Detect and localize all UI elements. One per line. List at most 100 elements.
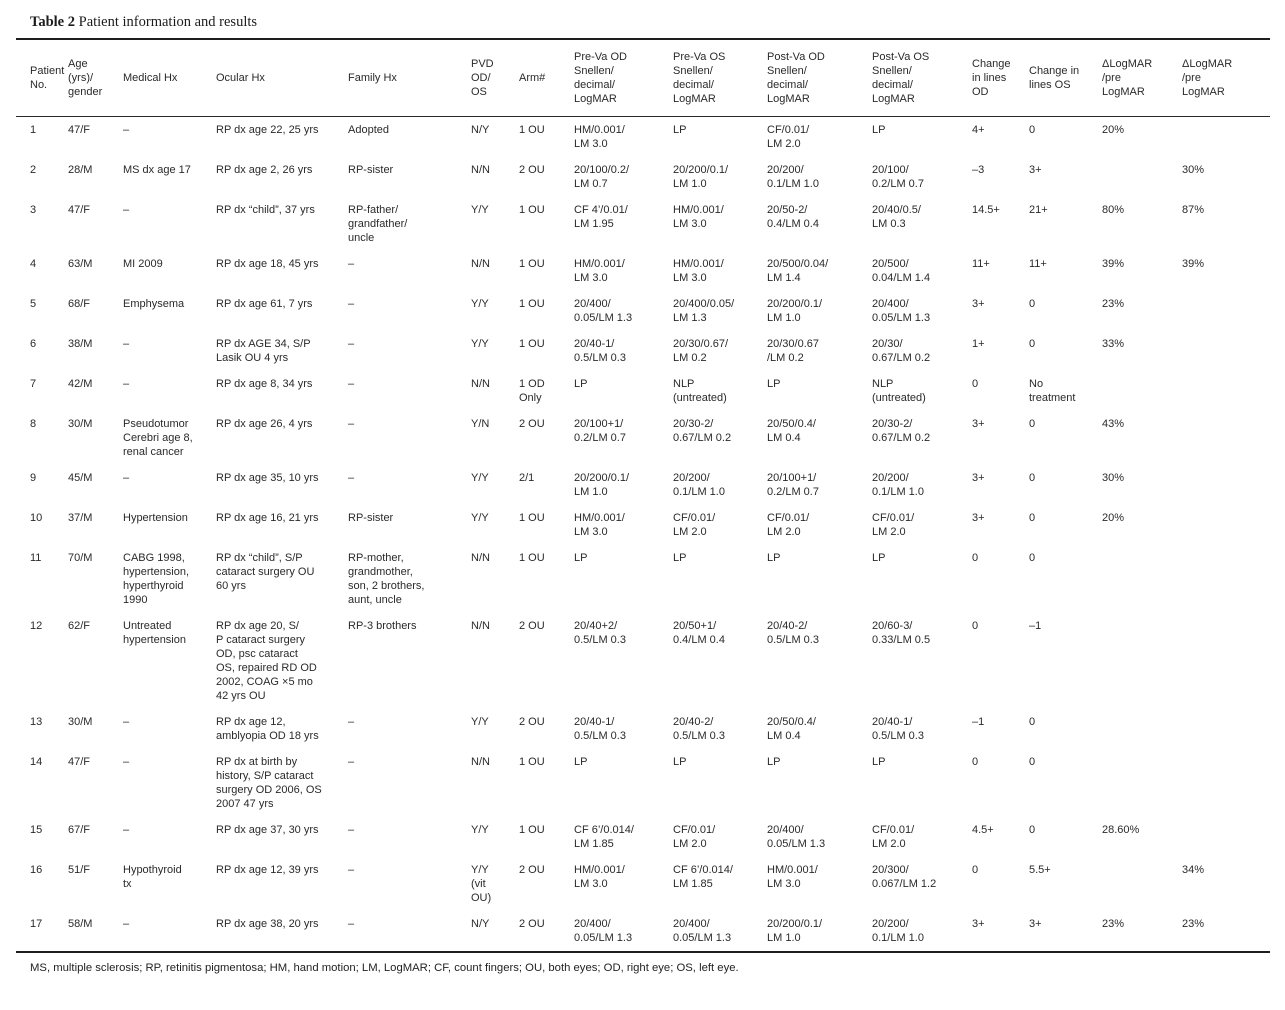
cell-pre_va_od: 20/40-1/ 0.5/LM 0.3 [574,716,626,742]
cell-post_va_od: 20/200/0.1/ LM 1.0 [767,298,823,324]
cell-post_va_os: 20/400/ 0.05/LM 1.3 [872,298,931,324]
col-header-dlogmar_pre_2: ΔLogMAR /pre LogMAR [1182,39,1270,117]
cell-pvd_od_os: N/N [471,756,490,768]
cell-age_gender: 58/M [68,918,93,930]
cell-post_va_os: 20/100/ 0.2/LM 0.7 [872,164,924,190]
cell-family_hx: – [348,716,355,728]
cell-patient_no: 10 [30,512,43,524]
cell-post_va_od: CF/0.01/ LM 2.0 [767,512,810,538]
cell-change_lines_os: 0 [1029,512,1036,524]
cell-patient_no: 7 [30,378,37,390]
cell-patient_no: 17 [30,918,43,930]
cell-dlogmar_pre_1 [1102,857,1182,911]
cell-pre_va_od: CF 6’/0.014/ LM 1.85 [574,824,634,850]
cell-medical_hx: Emphysema [123,298,185,310]
cell-pre_va_os: HM/0.001/ LM 3.0 [673,204,724,230]
cell-patient_no: 12 [30,620,43,632]
cell-family_hx: – [348,338,355,350]
cell-ocular_hx: RP dx age 38, 20 yrs [216,918,319,930]
table-row: 14 47/F – RP dx at birth by history, S/P ca… [16,749,1270,817]
cell-change_lines_od: 4+ [972,124,985,136]
cell-pre_va_os: LP [673,552,687,564]
cell-ocular_hx: RP dx at birth by history, S/P cataract … [216,756,322,810]
cell-dlogmar_pre_1: 23% [1102,918,1125,930]
cell-pvd_od_os: Y/Y [471,716,489,728]
cell-age_gender: 37/M [68,512,93,524]
cell-pre_va_os: 20/40-2/ 0.5/LM 0.3 [673,716,725,742]
cell-pre_va_od: 20/200/0.1/ LM 1.0 [574,472,630,498]
cell-patient_no: 14 [30,756,43,768]
cell-post_va_os: 20/60-3/ 0.33/LM 0.5 [872,620,931,646]
table-row: 5 68/F Emphysema RP dx age 61, 7 yrs – Y/Y 1 O… [16,291,1270,331]
cell-medical_hx: – [123,824,130,836]
table-row: 9 45/M – RP dx age 35, 10 yrs – Y/Y 2/1 20/200/… [16,465,1270,505]
cell-patient_no: 5 [30,298,37,310]
cell-medical_hx: MS dx age 17 [123,164,191,176]
cell-dlogmar_pre_2 [1182,117,1270,158]
cell-dlogmar_pre_1: 20% [1102,124,1125,136]
cell-pvd_od_os: N/Y [471,918,490,930]
cell-arm: 2/1 [519,472,535,484]
cell-arm: 1 OU [519,824,545,836]
cell-ocular_hx: RP dx age 16, 21 yrs [216,512,319,524]
cell-post_va_od: 20/50/0.4/ LM 0.4 [767,716,816,742]
cell-change_lines_od: 4.5+ [972,824,994,836]
cell-post_va_od: 20/500/0.04/ LM 1.4 [767,258,829,284]
cell-change_lines_os: 3+ [1029,164,1042,176]
cell-pvd_od_os: Y/Y [471,824,489,836]
cell-dlogmar_pre_1 [1102,749,1182,817]
cell-dlogmar_pre_2 [1182,465,1270,505]
cell-post_va_os: 20/30-2/ 0.67/LM 0.2 [872,418,931,444]
cell-change_lines_od: 0 [972,378,979,390]
cell-post_va_os: LP [872,552,886,564]
table-row: 10 37/M Hypertension RP dx age 16, 21 yrs RP… [16,505,1270,545]
cell-change_lines_os: 0 [1029,338,1036,350]
cell-change_lines_os: 0 [1029,824,1036,836]
cell-age_gender: 38/M [68,338,93,350]
cell-age_gender: 30/M [68,716,93,728]
cell-dlogmar_pre_1: 28.60% [1102,824,1140,836]
cell-dlogmar_pre_1 [1102,613,1182,709]
cell-ocular_hx: RP dx “child”, 37 yrs [216,204,315,216]
cell-pre_va_os: CF/0.01/ LM 2.0 [673,512,716,538]
cell-pvd_od_os: Y/Y [471,298,489,310]
cell-pre_va_os: NLP (untreated) [673,378,727,404]
cell-dlogmar_pre_1 [1102,545,1182,613]
cell-ocular_hx: RP dx age 12, amblyopia OD 18 yrs [216,716,319,742]
cell-ocular_hx: RP dx age 8, 34 yrs [216,378,313,390]
table-row: 13 30/M – RP dx age 12, amblyopia OD 18 yrs… [16,709,1270,749]
table-row: 11 70/M CABG 1998, hypertension, hyperthyr… [16,545,1270,613]
cell-change_lines_od: 0 [972,620,979,632]
cell-ocular_hx: RP dx age 18, 45 yrs [216,258,319,270]
cell-dlogmar_pre_2 [1182,331,1270,371]
cell-change_lines_os: 21+ [1029,204,1048,216]
cell-post_va_od: CF/0.01/ LM 2.0 [767,124,810,150]
cell-post_va_od: 20/400/ 0.05/LM 1.3 [767,824,826,850]
cell-change_lines_os: 3+ [1029,918,1042,930]
cell-arm: 2 OU [519,918,545,930]
cell-pre_va_od: HM/0.001/ LM 3.0 [574,124,625,150]
col-header-patient_no: Patient No. [16,39,68,117]
cell-family_hx: – [348,756,355,768]
cell-age_gender: 42/M [68,378,93,390]
table-footnote: MS, multiple sclerosis; RP, retinitis pi… [30,962,739,974]
cell-dlogmar_pre_2 [1182,291,1270,331]
cell-dlogmar_pre_1 [1102,371,1182,411]
cell-pre_va_os: CF/0.01/ LM 2.0 [673,824,716,850]
cell-change_lines_os: 11+ [1029,258,1047,270]
cell-pre_va_od: 20/100/0.2/ LM 0.7 [574,164,630,190]
cell-dlogmar_pre_2: 23% [1182,918,1205,930]
cell-pre_va_od: 20/400/ 0.05/LM 1.3 [574,918,633,944]
cell-ocular_hx: RP dx age 35, 10 yrs [216,472,319,484]
cell-change_lines_os: 0 [1029,298,1036,310]
cell-dlogmar_pre_2 [1182,411,1270,465]
cell-arm: 1 OU [519,756,545,768]
cell-post_va_od: LP [767,378,781,390]
cell-family_hx: RP-sister [348,164,394,176]
cell-pre_va_os: 20/30/0.67/ LM 0.2 [673,338,729,364]
cell-arm: 1 OU [519,258,545,270]
cell-change_lines_os: No treatment [1029,378,1076,404]
cell-change_lines_os: 5.5+ [1029,864,1051,876]
cell-change_lines_od: 3+ [972,298,985,310]
col-header-dlogmar_pre_1: ΔLogMAR /pre LogMAR [1102,39,1182,117]
